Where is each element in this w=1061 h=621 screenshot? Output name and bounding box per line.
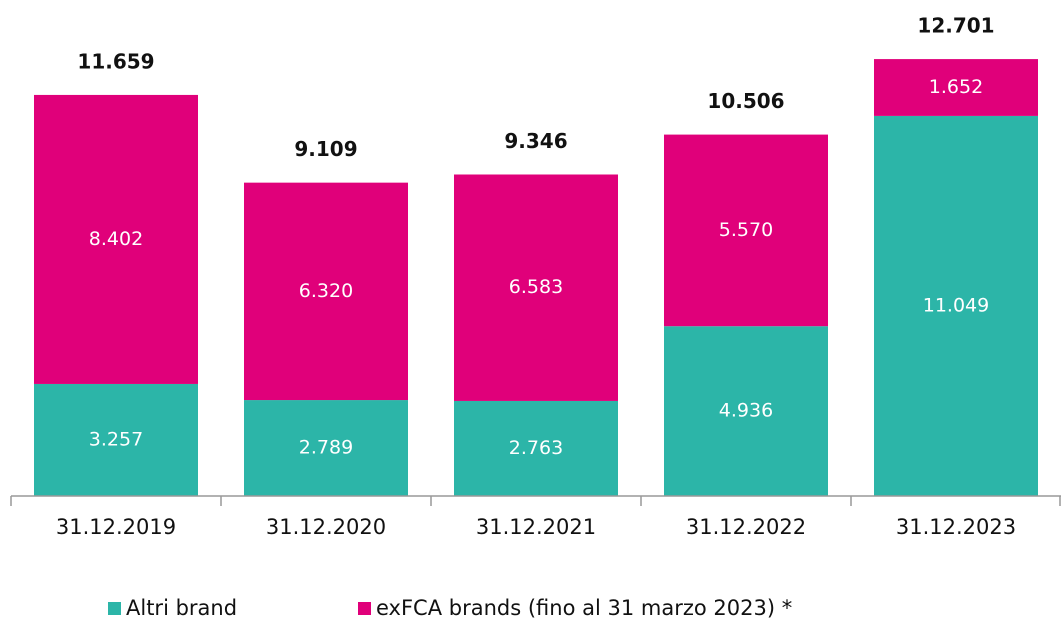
value-label: 3.257 xyxy=(89,428,143,450)
bar-segment xyxy=(664,326,828,496)
x-tick-label: 31.12.2020 xyxy=(266,515,386,539)
bar-segment xyxy=(664,134,828,327)
x-tick-label: 31.12.2019 xyxy=(56,515,176,539)
x-tick-label: 31.12.2021 xyxy=(476,515,596,539)
legend-swatch xyxy=(358,602,371,615)
total-label: 9.109 xyxy=(294,137,357,161)
x-tick-label: 31.12.2023 xyxy=(896,515,1016,539)
total-label: 9.346 xyxy=(504,129,567,153)
bar-segment xyxy=(34,94,198,384)
total-label: 11.659 xyxy=(77,49,154,73)
legend-label: exFCA brands (fino al 31 marzo 2023) * xyxy=(376,596,792,620)
bar-segment xyxy=(874,59,1038,116)
value-label: 5.570 xyxy=(719,219,773,241)
bar-segment xyxy=(34,383,198,496)
x-tick-label: 31.12.2022 xyxy=(686,515,806,539)
bar-segment xyxy=(244,400,408,496)
value-label: 6.583 xyxy=(509,276,563,298)
value-label: 8.402 xyxy=(89,228,143,250)
legend-label: Altri brand xyxy=(126,596,237,620)
bar-segment xyxy=(454,400,618,496)
value-label: 2.763 xyxy=(509,437,563,459)
total-label: 12.701 xyxy=(917,14,994,38)
value-label: 11.049 xyxy=(923,294,989,316)
bar-segment xyxy=(874,115,1038,496)
bar-segment xyxy=(244,182,408,401)
legend-swatch xyxy=(108,602,121,615)
total-label: 10.506 xyxy=(707,89,784,113)
value-label: 4.936 xyxy=(719,400,773,422)
value-label: 2.789 xyxy=(299,437,353,459)
bar-segment xyxy=(454,174,618,401)
value-label: 1.652 xyxy=(929,76,983,98)
value-label: 6.320 xyxy=(299,280,353,302)
